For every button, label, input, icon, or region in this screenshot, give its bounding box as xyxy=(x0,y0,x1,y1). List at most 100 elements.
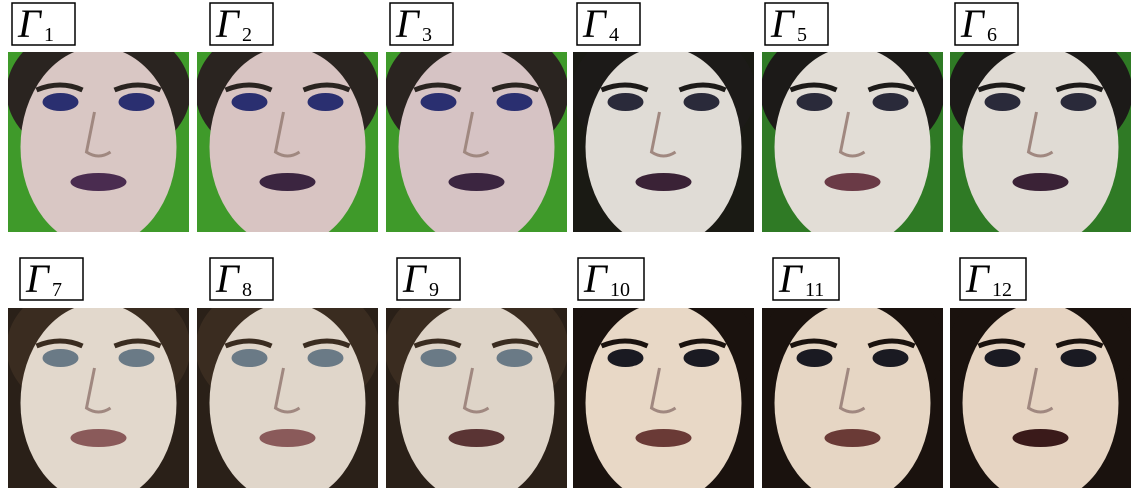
label-symbol: Γ xyxy=(25,256,51,301)
mouth xyxy=(1012,173,1069,191)
label-symbol: Γ xyxy=(395,1,421,46)
nose xyxy=(84,367,112,414)
face xyxy=(386,308,567,488)
brow xyxy=(977,82,1104,93)
label-subscript: 2 xyxy=(242,24,252,46)
face-image xyxy=(197,308,378,488)
nose xyxy=(1026,111,1054,158)
brow xyxy=(600,338,727,349)
label-box xyxy=(577,257,645,301)
panel: Γ 11 xyxy=(762,256,943,488)
eye xyxy=(607,93,644,111)
label-subscript: 9 xyxy=(429,279,439,301)
nose xyxy=(84,111,112,158)
mouth xyxy=(448,173,505,191)
label-subscript: 7 xyxy=(52,279,62,301)
face xyxy=(8,308,189,488)
skin xyxy=(209,52,366,232)
label-box xyxy=(959,257,1027,301)
mouth xyxy=(259,429,316,447)
brow xyxy=(977,338,1104,349)
brow xyxy=(600,82,727,93)
nose xyxy=(649,367,677,414)
eye xyxy=(796,93,833,111)
label-subscript: 5 xyxy=(797,24,807,46)
eye xyxy=(496,93,533,111)
eye xyxy=(1060,93,1097,111)
eye xyxy=(872,93,909,111)
face-image xyxy=(386,308,567,488)
face xyxy=(573,308,754,488)
nose xyxy=(462,111,490,158)
label-box xyxy=(576,2,641,46)
skin xyxy=(774,52,931,232)
eye xyxy=(1060,349,1097,367)
brow xyxy=(789,338,916,349)
nose xyxy=(273,367,301,414)
brow xyxy=(413,82,540,93)
brow xyxy=(35,338,162,349)
face-image xyxy=(8,308,189,488)
label-symbol: Γ xyxy=(582,1,608,46)
brow xyxy=(224,82,351,93)
label-subscript: 3 xyxy=(422,24,432,46)
label-symbol: Γ xyxy=(960,1,986,46)
label-subscript: 12 xyxy=(992,279,1012,301)
face-image xyxy=(950,52,1131,232)
face xyxy=(386,52,567,232)
skin xyxy=(398,52,555,232)
face xyxy=(197,308,378,488)
mouth xyxy=(635,429,692,447)
label-box xyxy=(772,257,840,301)
nose xyxy=(838,367,866,414)
skin xyxy=(962,52,1119,232)
label-subscript: 6 xyxy=(987,24,997,46)
label-symbol: Γ xyxy=(215,1,241,46)
label-box xyxy=(209,2,274,46)
eye xyxy=(118,349,155,367)
brow xyxy=(224,338,351,349)
eye xyxy=(607,349,644,367)
nose xyxy=(1026,367,1054,414)
face xyxy=(762,52,943,232)
mouth xyxy=(70,173,127,191)
mouth xyxy=(448,429,505,447)
skin xyxy=(585,52,742,232)
label-symbol: Γ xyxy=(215,256,241,301)
eye xyxy=(42,349,79,367)
face-image xyxy=(762,52,943,232)
nose xyxy=(838,111,866,158)
skin xyxy=(20,52,177,232)
label-symbol: Γ xyxy=(402,256,428,301)
brow xyxy=(413,338,540,349)
label-symbol: Γ xyxy=(17,1,43,46)
eye xyxy=(872,349,909,367)
face xyxy=(950,308,1131,488)
face-image xyxy=(386,52,567,232)
label-subscript: 4 xyxy=(609,24,619,46)
eye xyxy=(496,349,533,367)
label-box xyxy=(396,257,461,301)
label-box xyxy=(11,2,76,46)
mouth xyxy=(1012,429,1069,447)
label-symbol: Γ xyxy=(770,1,796,46)
label-box xyxy=(954,2,1019,46)
panel: Γ 12 xyxy=(950,256,1131,488)
mouth xyxy=(259,173,316,191)
eye xyxy=(683,349,720,367)
label-box xyxy=(764,2,829,46)
eye xyxy=(420,349,457,367)
panel: Γ 10 xyxy=(573,256,754,488)
label-subscript: 8 xyxy=(242,279,252,301)
label-subscript: 10 xyxy=(610,279,630,301)
face-image xyxy=(8,52,189,232)
